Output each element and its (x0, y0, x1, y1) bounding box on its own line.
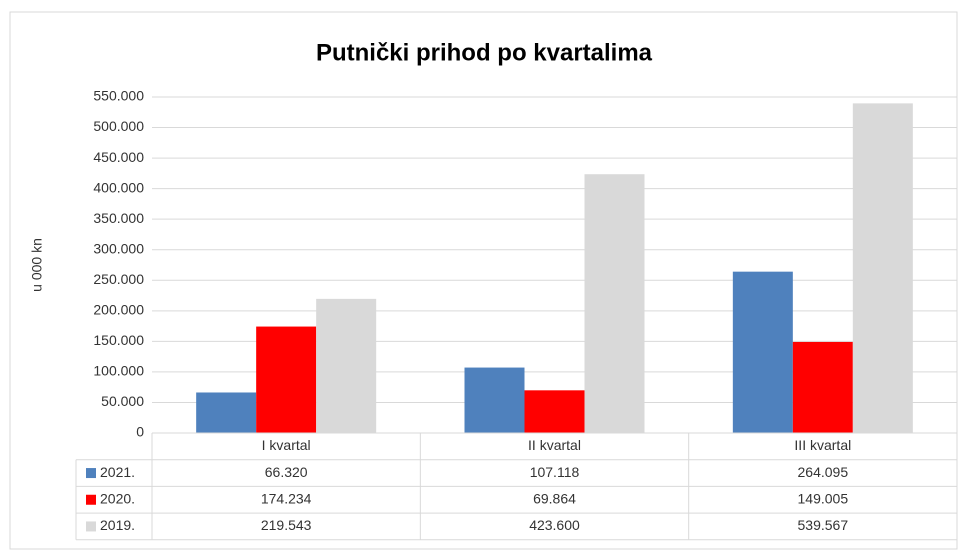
table-value: 423.600 (529, 517, 580, 533)
legend-label: 2019. (100, 517, 135, 533)
y-tick-label: 400.000 (93, 179, 144, 195)
legend-swatch (86, 494, 96, 505)
y-tick-label: 150.000 (93, 332, 144, 348)
y-axis-label: u 000 kn (29, 238, 45, 292)
table-value: 107.118 (530, 464, 580, 480)
y-tick-label: 550.000 (93, 88, 144, 104)
bar (256, 326, 317, 433)
bar (584, 174, 645, 433)
bar (316, 298, 377, 433)
bar (196, 392, 257, 433)
table-value: 149.005 (798, 490, 849, 506)
x-tick-label: I kvartal (262, 437, 311, 453)
chart-title: Putnički prihod po kvartalima (316, 39, 653, 66)
y-tick-label: 450.000 (93, 149, 144, 165)
y-tick-label: 300.000 (93, 240, 144, 256)
table-value: 539.567 (798, 517, 849, 533)
y-tick-label: 350.000 (93, 210, 144, 226)
legend-swatch (86, 521, 96, 532)
bar (852, 103, 913, 434)
bar (792, 341, 853, 433)
table-value: 69.864 (533, 490, 576, 506)
table-value: 219.543 (261, 517, 312, 533)
legend-label: 2021. (100, 464, 135, 480)
legend-swatch (86, 468, 96, 479)
bar (464, 367, 525, 433)
y-tick-label: 500.000 (93, 118, 144, 134)
y-tick-label: 100.000 (93, 363, 144, 379)
y-tick-label: 50.000 (101, 393, 144, 409)
table-value: 174.234 (261, 490, 312, 506)
y-tick-label: 200.000 (93, 302, 144, 318)
x-tick-label: III kvartal (794, 437, 851, 453)
y-tick-label: 250.000 (93, 271, 144, 287)
table-value: 66.320 (265, 464, 308, 480)
x-tick-label: II kvartal (528, 437, 581, 453)
bar (732, 271, 793, 433)
bar (524, 390, 585, 433)
table-value: 264.095 (798, 464, 849, 480)
y-tick-label: 0 (136, 424, 144, 440)
legend-label: 2020. (100, 490, 135, 506)
